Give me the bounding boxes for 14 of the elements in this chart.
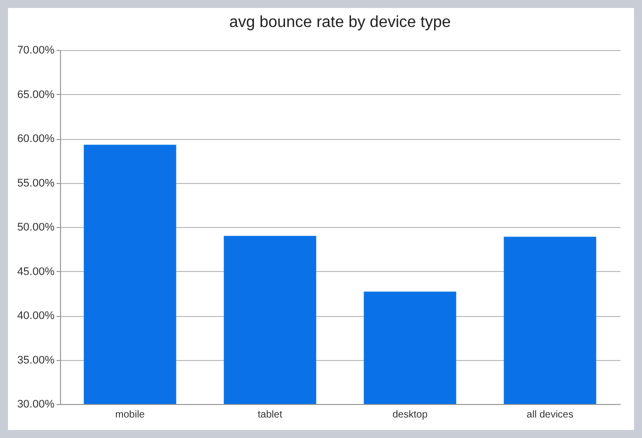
- x-tick-label: tablet: [258, 410, 282, 420]
- x-tick-label: desktop: [392, 410, 428, 420]
- y-tick-label: 70.00%: [17, 44, 55, 56]
- y-tick-label: 65.00%: [17, 88, 55, 101]
- y-tick-label: 55.00%: [17, 177, 55, 190]
- x-tick-label: mobile: [115, 410, 146, 420]
- y-tick-label: 35.00%: [17, 354, 55, 366]
- y-tick-label: 40.00%: [17, 310, 55, 322]
- y-tick-label: 60.00%: [17, 133, 55, 145]
- y-tick-label: 45.00%: [17, 266, 55, 278]
- y-tick-label: 30.00%: [17, 398, 55, 410]
- chart-title: avg bounce rate by device type: [229, 14, 451, 31]
- y-tick-label: 50.00%: [17, 222, 55, 234]
- x-tick-label: all devices: [526, 410, 574, 420]
